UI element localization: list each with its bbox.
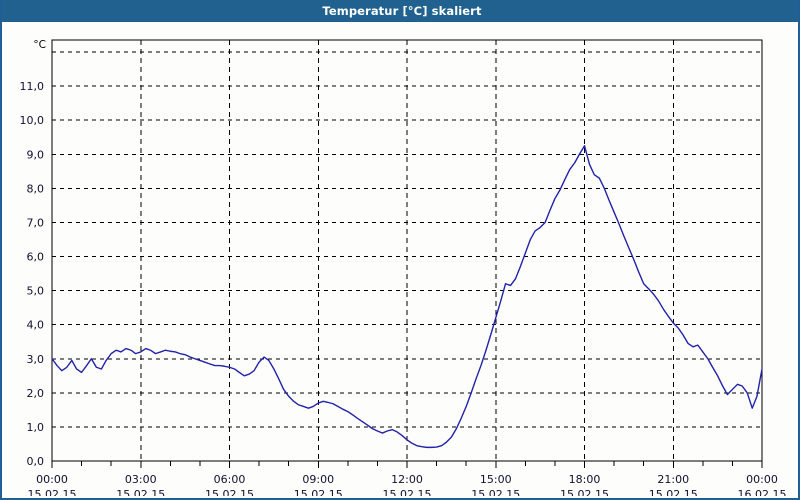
x-axis-tick-date-label: 15.02.15 — [471, 488, 520, 496]
x-axis-tick-date-label: 15.02.15 — [116, 488, 165, 496]
chart-area: 0,0 1,0 2,0 3,0 4,0 5,0 6,0 7,0 8,0 9,0 10,0 11,0 0… — [2, 22, 798, 496]
plot-frame-rect — [51, 39, 763, 462]
y-axis-tick-label: 7,0 — [27, 216, 45, 229]
x-axis-tick-date-label: 15.02.15 — [560, 488, 609, 496]
x-axis-tick-date-label: 15.02.15 — [649, 488, 698, 496]
temperature-line-chart: 0,0 1,0 2,0 3,0 4,0 5,0 6,0 7,0 8,0 9,0 10,0 11,0 0… — [20, 39, 787, 496]
x-axis-tick-time-label: 15:00 — [480, 473, 512, 486]
x-axis-tick-date-label: 15.02.15 — [28, 488, 77, 496]
series-lines — [51, 145, 763, 449]
y-axis-tick-label: 10,0 — [20, 114, 45, 127]
axis-ticks — [51, 461, 763, 468]
y-axis-tick-label: 0,0 — [27, 455, 45, 468]
x-axis-tick-time-label: 03:00 — [125, 473, 157, 486]
y-axis-tick-label: 5,0 — [27, 285, 45, 298]
y-axis-tick-label: 4,0 — [27, 319, 45, 332]
x-axis-tick-date-label: 16.02.15 — [738, 488, 787, 496]
y-axis-tick-label: 9,0 — [27, 148, 45, 161]
x-axis-tick-time-label: 18:00 — [569, 473, 601, 486]
x-axis-tick-time-label: 06:00 — [214, 473, 246, 486]
window-title: Temperatur [°C] skaliert — [322, 4, 482, 18]
y-axis-tick-label: 8,0 — [27, 182, 45, 195]
x-axis-tick-labels: 00:00 15.02.15 03:00 15.02.15 06:00 15.02.15 0… — [28, 473, 787, 496]
x-axis-tick-time-label: 12:00 — [391, 473, 423, 486]
x-axis-tick-date-label: 15.02.15 — [294, 488, 343, 496]
window-title-bar: Temperatur [°C] skaliert — [2, 0, 798, 22]
x-axis-tick-time-label: 00:00 — [36, 473, 68, 486]
x-axis-tick-time-label: 00:00 — [746, 473, 778, 486]
temperature-series-line — [51, 145, 763, 449]
y-axis-tick-labels: 0,0 1,0 2,0 3,0 4,0 5,0 6,0 7,0 8,0 9,0 10,0 11,0 — [20, 80, 45, 468]
x-axis-tick-time-label: 09:00 — [302, 473, 334, 486]
plot-frame — [51, 39, 763, 462]
x-axis-tick-time-label: 21:00 — [657, 473, 689, 486]
x-axis-tick-date-label: 15.02.15 — [383, 488, 432, 496]
y-axis-tick-label: 11,0 — [20, 80, 45, 93]
y-axis-unit-label: °C — [33, 39, 46, 51]
x-axis-tick-date-label: 15.02.15 — [205, 488, 254, 496]
grid-lines — [52, 40, 762, 462]
y-axis-tick-label: 3,0 — [27, 353, 45, 366]
y-axis-tick-label: 2,0 — [27, 387, 45, 400]
y-axis-tick-label: 6,0 — [27, 251, 45, 264]
y-axis-tick-label: 1,0 — [27, 421, 45, 434]
